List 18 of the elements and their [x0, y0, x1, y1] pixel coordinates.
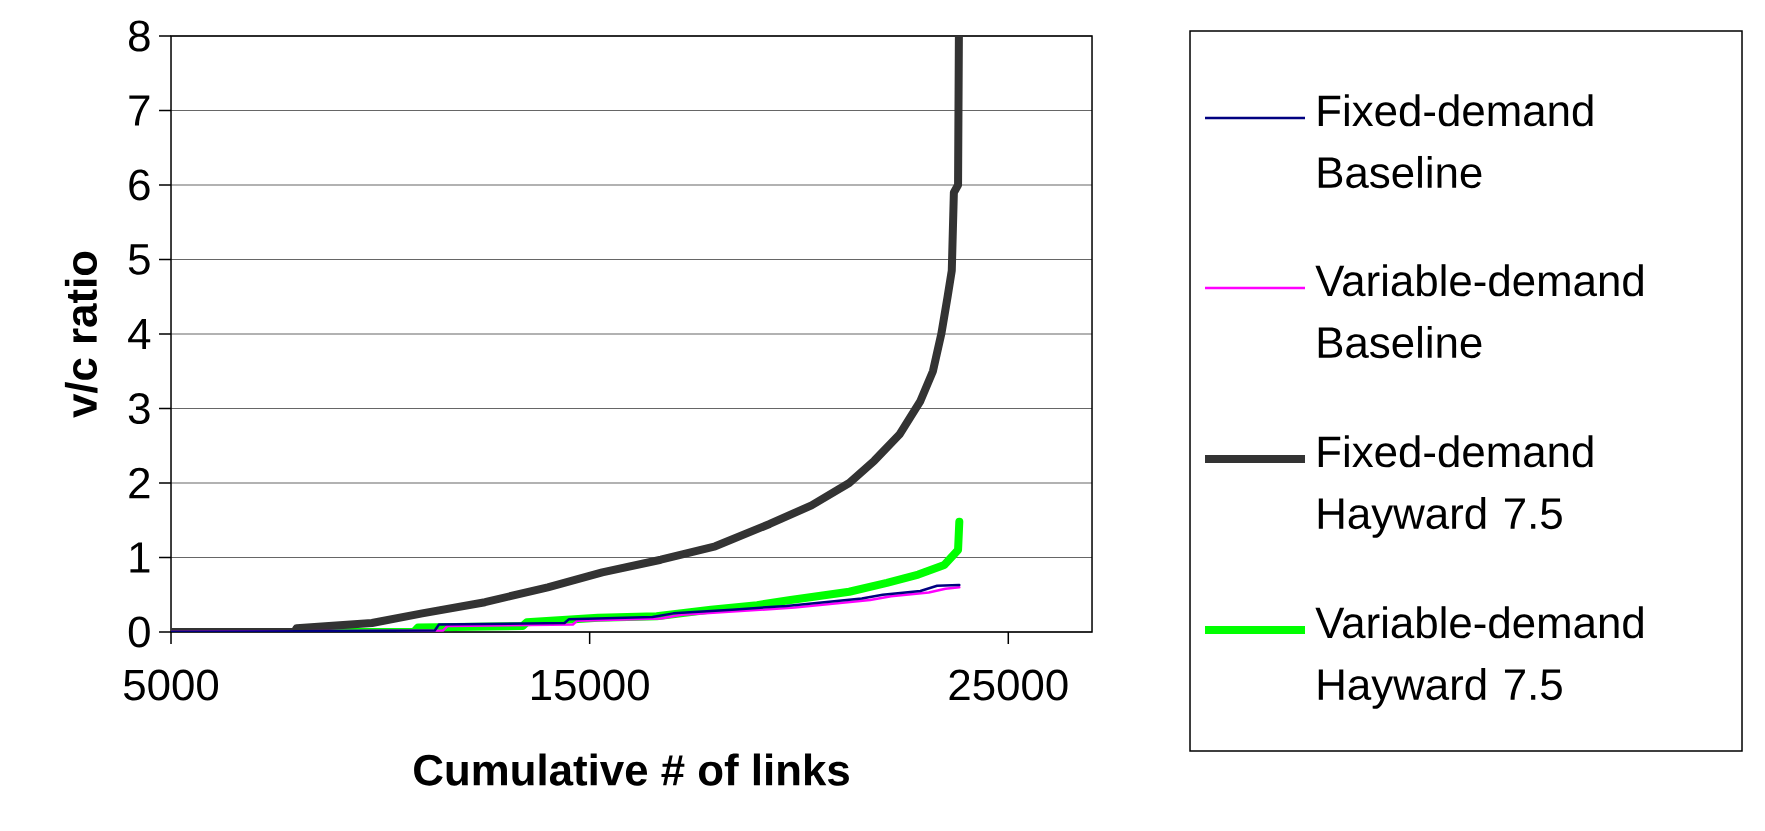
- legend-label: Variable-demand Hayward 7.5: [1315, 606, 1643, 709]
- y-tick-label: 2: [129, 467, 150, 499]
- x-tick-label: 15000: [532, 669, 649, 701]
- x-tick-label: 5000: [124, 669, 219, 701]
- y-tick-label: 1: [130, 542, 150, 573]
- legend-label: Fixed-demand Hayward 7.5: [1318, 435, 1593, 538]
- legend-label: Fixed-demand Baseline: [1318, 94, 1593, 189]
- y-tick-label: 3: [128, 392, 150, 424]
- x-tick-label: 25000: [949, 669, 1068, 701]
- y-tick-label: 7: [129, 95, 150, 126]
- y-tick-label: 5: [128, 244, 150, 275]
- legend-label: Variable-demand Baseline: [1315, 264, 1643, 359]
- y-tick-label: 6: [129, 169, 150, 201]
- y-tick-label: 4: [128, 318, 151, 350]
- y-axis-title: v/c ratio: [64, 251, 98, 418]
- y-tick-label: 0: [128, 616, 150, 648]
- y-tick-label: 8: [129, 20, 150, 52]
- x-axis-title: Cumulative # of links: [414, 753, 849, 786]
